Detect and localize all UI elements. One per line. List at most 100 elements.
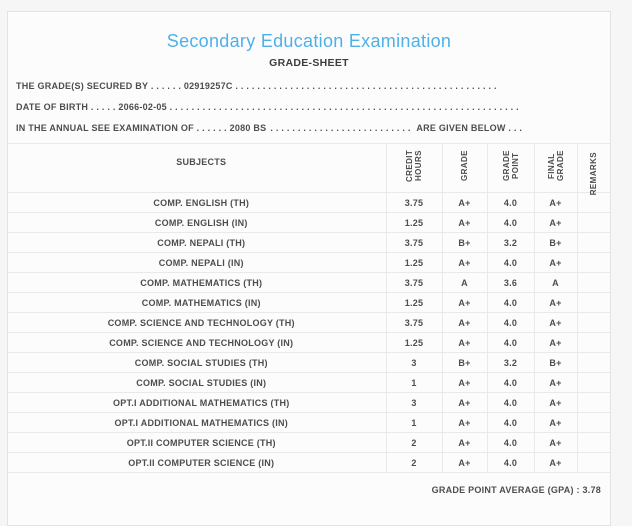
- grade-cell: A+: [441, 392, 487, 413]
- remarks-cell: [576, 272, 610, 293]
- subject-cell: OPT.I ADDITIONAL MATHEMATICS (TH): [113, 397, 290, 408]
- header-row: SUBJECTS CREDIT HOURS GRADE GRADE POINT …: [8, 143, 610, 196]
- statement-examination: IN THE ANNUAL SEE EXAMINATION OF . . . .…: [16, 118, 602, 139]
- grade-cell: A+: [441, 432, 487, 453]
- final-grade-cell: A+: [533, 452, 577, 473]
- grade-cell: B+: [441, 352, 487, 373]
- remarks-cell: [576, 412, 610, 433]
- subject-cell: COMP. MATHEMATICS (TH): [140, 277, 263, 288]
- remarks-cell: [576, 372, 610, 393]
- remarks-cell: [576, 332, 610, 353]
- table-row: COMP. NEPALI (IN) 1.25 A+ 4.0 A+: [8, 252, 610, 273]
- page-title: Secondary Education Examination: [166, 31, 452, 51]
- statements-section: THE GRADE(S) SECURED BY . . . . . . 0291…: [8, 76, 610, 139]
- final-grade-cell: A+: [533, 192, 577, 213]
- final-grade-cell: A+: [533, 332, 577, 353]
- grade-point-cell: 4.0: [486, 412, 534, 433]
- credit-hours-cell: 2: [385, 452, 442, 473]
- final-grade-cell: A+: [533, 252, 577, 273]
- grade-point-cell: 4.0: [486, 212, 534, 233]
- final-grade-cell: A+: [533, 392, 577, 413]
- credit-hours-cell: 3.75: [385, 312, 442, 333]
- grade-point-cell: 3.2: [486, 352, 534, 373]
- table-row: OPT.I ADDITIONAL MATHEMATICS (TH) 3 A+ 4…: [8, 392, 610, 413]
- statement-examination-dots: . . . . . . . . . . . . . . . . . . . . …: [270, 123, 411, 133]
- grade-cell: A+: [441, 292, 487, 313]
- column-header-credit-hours: CREDIT HOURS: [405, 149, 423, 182]
- grade-point-cell: 4.0: [486, 252, 534, 273]
- grade-point-cell: 4.0: [486, 332, 534, 353]
- final-grade-cell: A+: [533, 432, 577, 453]
- table-row: COMP. ENGLISH (IN) 1.25 A+ 4.0 A+: [8, 212, 610, 233]
- remarks-cell: [576, 292, 610, 313]
- grade-point-cell: 3.2: [486, 232, 534, 253]
- table-row: COMP. MATHEMATICS (TH) 3.75 A 3.6 A: [8, 272, 610, 293]
- grade-cell: A+: [441, 372, 487, 393]
- grade-point-cell: 4.0: [486, 192, 534, 213]
- credit-hours-cell: 3.75: [385, 232, 442, 253]
- remarks-cell: [576, 232, 610, 253]
- credit-hours-cell: 1.25: [385, 332, 442, 353]
- remarks-cell: [576, 352, 610, 373]
- final-grade-cell: B+: [533, 352, 577, 373]
- grade-cell: A+: [441, 212, 487, 233]
- credit-hours-cell: 3: [385, 352, 442, 373]
- grade-point-cell: 4.0: [486, 392, 534, 413]
- credit-hours-cell: 3.75: [385, 272, 442, 293]
- credit-hours-cell: 1: [385, 372, 442, 393]
- grades-table-body: COMP. ENGLISH (TH) 3.75 A+ 4.0 A+ COMP. …: [8, 192, 610, 473]
- grade-cell: A: [441, 272, 487, 293]
- column-header-remarks: REMARKS: [589, 152, 599, 196]
- credit-hours-cell: 1.25: [385, 212, 442, 233]
- table-row: OPT.II COMPUTER SCIENCE (TH) 2 A+ 4.0 A+: [8, 432, 610, 453]
- grade-cell: B+: [441, 232, 487, 253]
- grade-cell: A+: [441, 252, 487, 273]
- gpa-footer: GRADE POINT AVERAGE (GPA) : 3.78: [431, 485, 601, 496]
- credit-hours-cell: 1.25: [385, 292, 442, 313]
- column-header-final-grade: FINAL GRADE: [546, 150, 565, 182]
- final-grade-cell: A+: [533, 292, 577, 313]
- subject-cell: OPT.II COMPUTER SCIENCE (IN): [128, 457, 275, 468]
- remarks-cell: [576, 432, 610, 453]
- subject-cell: COMP. ENGLISH (IN): [154, 217, 248, 228]
- grade-cell: A+: [441, 192, 487, 213]
- final-grade-cell: B+: [533, 232, 577, 253]
- grades-table: SUBJECTS CREDIT HOURS GRADE GRADE POINT …: [8, 143, 610, 473]
- remarks-cell: [576, 452, 610, 473]
- subject-cell: OPT.I ADDITIONAL MATHEMATICS (IN): [114, 417, 288, 428]
- table-row: COMP. SCIENCE AND TECHNOLOGY (IN) 1.25 A…: [8, 332, 610, 353]
- subject-cell: COMP. SOCIAL STUDIES (TH): [134, 357, 268, 368]
- subject-cell: COMP. ENGLISH (TH): [153, 197, 250, 208]
- column-header-grade: GRADE: [460, 150, 469, 182]
- table-row: COMP. MATHEMATICS (IN) 1.25 A+ 4.0 A+: [8, 292, 610, 313]
- grade-point-cell: 4.0: [486, 452, 534, 473]
- credit-hours-cell: 3: [385, 392, 442, 413]
- final-grade-cell: A+: [533, 312, 577, 333]
- subject-cell: OPT.II COMPUTER SCIENCE (TH): [126, 437, 276, 448]
- grade-cell: A+: [441, 332, 487, 353]
- table-row: OPT.I ADDITIONAL MATHEMATICS (IN) 1 A+ 4…: [8, 412, 610, 433]
- grade-cell: A+: [441, 412, 487, 433]
- grade-sheet-card: Secondary Education Examination GRADE-SH…: [7, 11, 611, 526]
- grade-point-cell: 4.0: [486, 432, 534, 453]
- grades-table-header: SUBJECTS CREDIT HOURS GRADE GRADE POINT …: [8, 143, 610, 196]
- column-header-subjects: SUBJECTS: [176, 156, 227, 167]
- subject-cell: COMP. MATHEMATICS (IN): [141, 297, 261, 308]
- final-grade-cell: A+: [533, 412, 577, 433]
- credit-hours-cell: 1: [385, 412, 442, 433]
- grade-point-cell: 4.0: [486, 312, 534, 333]
- sheet-subtitle: GRADE-SHEET: [269, 57, 349, 69]
- statement-date-of-birth: DATE OF BIRTH . . . . . 2066-02-05 . . .…: [16, 102, 519, 112]
- grade-point-cell: 4.0: [486, 372, 534, 393]
- final-grade-cell: A+: [533, 212, 577, 233]
- subject-cell: COMP. SOCIAL STUDIES (IN): [136, 377, 267, 388]
- table-row: COMP. SOCIAL STUDIES (IN) 1 A+ 4.0 A+: [8, 372, 610, 393]
- statement-grades-secured-by: THE GRADE(S) SECURED BY . . . . . . 0291…: [16, 81, 497, 91]
- remarks-cell: [576, 312, 610, 333]
- subject-cell: COMP. SCIENCE AND TECHNOLOGY (TH): [107, 317, 295, 328]
- subject-cell: COMP. NEPALI (IN): [158, 257, 244, 268]
- statement-examination-prefix: IN THE ANNUAL SEE EXAMINATION OF . . . .…: [16, 123, 267, 133]
- grade-point-cell: 3.6: [486, 272, 534, 293]
- remarks-cell: [576, 212, 610, 233]
- table-row: COMP. SOCIAL STUDIES (TH) 3 B+ 3.2 B+: [8, 352, 610, 373]
